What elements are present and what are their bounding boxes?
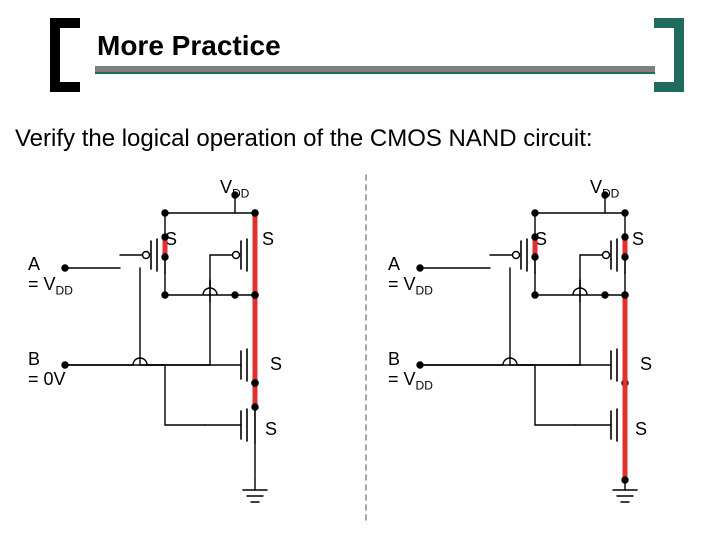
page-title: More Practice bbox=[97, 30, 281, 62]
subtitle-text: Verify the logical operation of the CMOS… bbox=[15, 125, 593, 153]
slide: More Practice Verify the logical operati… bbox=[0, 0, 720, 540]
title-underline-green bbox=[95, 72, 655, 74]
bracket-left bbox=[50, 18, 82, 94]
bracket-right bbox=[652, 18, 684, 94]
circuit-diagram bbox=[0, 170, 720, 530]
